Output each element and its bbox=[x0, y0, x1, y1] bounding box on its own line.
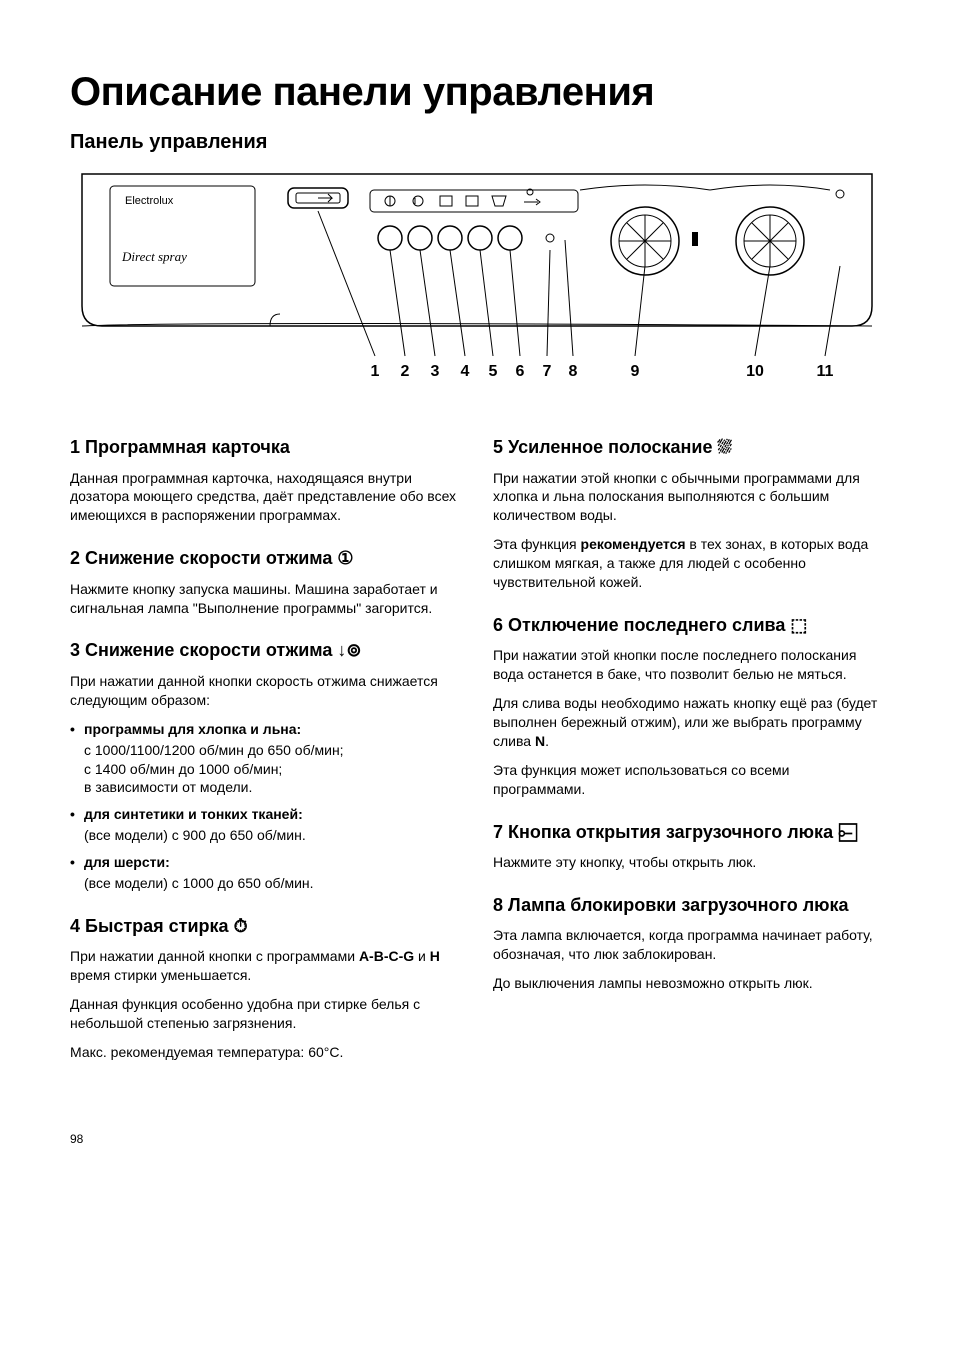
subbrand-text: Direct spray bbox=[121, 249, 187, 264]
panel-subtitle: Панель управления bbox=[70, 131, 884, 154]
dial-right bbox=[710, 185, 830, 275]
text-span: Для слива воды необходимо нажать кнопку … bbox=[493, 695, 877, 749]
svg-text:2: 2 bbox=[401, 363, 410, 380]
text-span: время стирки уменьшается. bbox=[70, 967, 251, 983]
svg-text:5: 5 bbox=[489, 363, 498, 380]
bullet-title: программы для хлопка и льна: bbox=[84, 720, 461, 739]
section-8-heading: 8 Лампа блокировки загрузочного люка bbox=[493, 894, 884, 917]
section-8-p2: До выключения лампы невозможно открыть л… bbox=[493, 974, 884, 993]
text-bold: N bbox=[535, 733, 545, 749]
control-panel-diagram: Electrolux Direct spray bbox=[70, 166, 884, 386]
section-7-p1: Нажмите эту кнопку, чтобы открыть люк. bbox=[493, 853, 884, 872]
section-1-heading: 1 Программная карточка bbox=[70, 436, 461, 459]
section-4-p1: При нажатии данной кнопки с программами … bbox=[70, 947, 461, 985]
section-6-p1: При нажатии этой кнопки после последнего… bbox=[493, 646, 884, 684]
svg-text:11: 11 bbox=[817, 363, 834, 380]
bullet-title: для шерсти: bbox=[84, 853, 461, 872]
svg-text:6: 6 bbox=[516, 363, 525, 380]
bullet-body: (все модели) с 1000 до 650 об/мин. bbox=[84, 872, 461, 893]
bullet-body: (все модели) с 900 до 650 об/мин. bbox=[84, 824, 461, 845]
list-item: для шерсти: (все модели) с 1000 до 650 о… bbox=[70, 853, 461, 893]
section-4-p3: Макс. рекомендуемая температура: 60°C. bbox=[70, 1043, 461, 1062]
list-item: для синтетики и тонких тканей: (все моде… bbox=[70, 805, 461, 845]
section-5-heading: 5 Усиленное полоскание ⛆ bbox=[493, 436, 884, 459]
section-5-p1: При нажатии этой кнопки с обычными прогр… bbox=[493, 469, 884, 526]
section-2-heading: 2 Снижение скорости отжима ① bbox=[70, 547, 461, 570]
svg-text:8: 8 bbox=[569, 363, 578, 380]
section-4-p2: Данная функция особенно удобна при стирк… bbox=[70, 995, 461, 1033]
page-title: Описание панели управления bbox=[70, 70, 884, 115]
section-8-p1: Эта лампа включается, когда программа на… bbox=[493, 926, 884, 964]
section-3-heading: 3 Снижение скорости отжима ↓⊚ bbox=[70, 639, 461, 662]
text-bold: A-B-C-G bbox=[359, 948, 414, 964]
text-span: и bbox=[414, 948, 430, 964]
panel-svg: Electrolux Direct spray bbox=[70, 166, 884, 386]
svg-text:3: 3 bbox=[431, 363, 440, 380]
content-columns: 1 Программная карточка Данная программна… bbox=[70, 414, 884, 1072]
svg-text:9: 9 bbox=[631, 363, 640, 380]
bullet-title: для синтетики и тонких тканей: bbox=[84, 805, 461, 824]
svg-text:1: 1 bbox=[371, 363, 380, 380]
list-item: программы для хлопка и льна: с 1000/1100… bbox=[70, 720, 461, 798]
text-bold: рекомендуется bbox=[581, 536, 686, 552]
section-4-heading: 4 Быстрая стирка ⏱ bbox=[70, 915, 461, 938]
text-span: При нажатии данной кнопки с программами bbox=[70, 948, 359, 964]
brand-text: Electrolux bbox=[125, 195, 174, 207]
section-6-heading: 6 Отключение последнего слива ⬚ bbox=[493, 614, 884, 637]
section-5-p2: Эта функция рекомендуется в тех зонах, в… bbox=[493, 535, 884, 592]
section-1-p1: Данная программная карточка, находящаяся… bbox=[70, 469, 461, 526]
svg-text:10: 10 bbox=[746, 363, 764, 380]
text-span: Эта функция bbox=[493, 536, 581, 552]
section-2-p1: Нажмите кнопку запуска машины. Машина за… bbox=[70, 580, 461, 618]
section-7-heading: 7 Кнопка открытия загрузочного люка ⟜⃞ bbox=[493, 821, 884, 844]
right-column: 5 Усиленное полоскание ⛆ При нажатии это… bbox=[493, 414, 884, 1072]
text-bold: H bbox=[430, 948, 440, 964]
text-span: . bbox=[545, 733, 549, 749]
page-number: 98 bbox=[70, 1132, 884, 1146]
svg-text:7: 7 bbox=[543, 363, 552, 380]
section-6-p3: Эта функция может использоваться со всем… bbox=[493, 761, 884, 799]
bullet-body: с 1000/1100/1200 об/мин до 650 об/мин; с… bbox=[84, 739, 461, 798]
left-column: 1 Программная карточка Данная программна… bbox=[70, 414, 461, 1072]
svg-text:4: 4 bbox=[461, 363, 470, 380]
dial-left bbox=[580, 185, 710, 275]
section-3-p1: При нажатии данной кнопки скорость отжим… bbox=[70, 672, 461, 710]
section-3-bullets: программы для хлопка и льна: с 1000/1100… bbox=[70, 720, 461, 893]
section-6-p2: Для слива воды необходимо нажать кнопку … bbox=[493, 694, 884, 751]
